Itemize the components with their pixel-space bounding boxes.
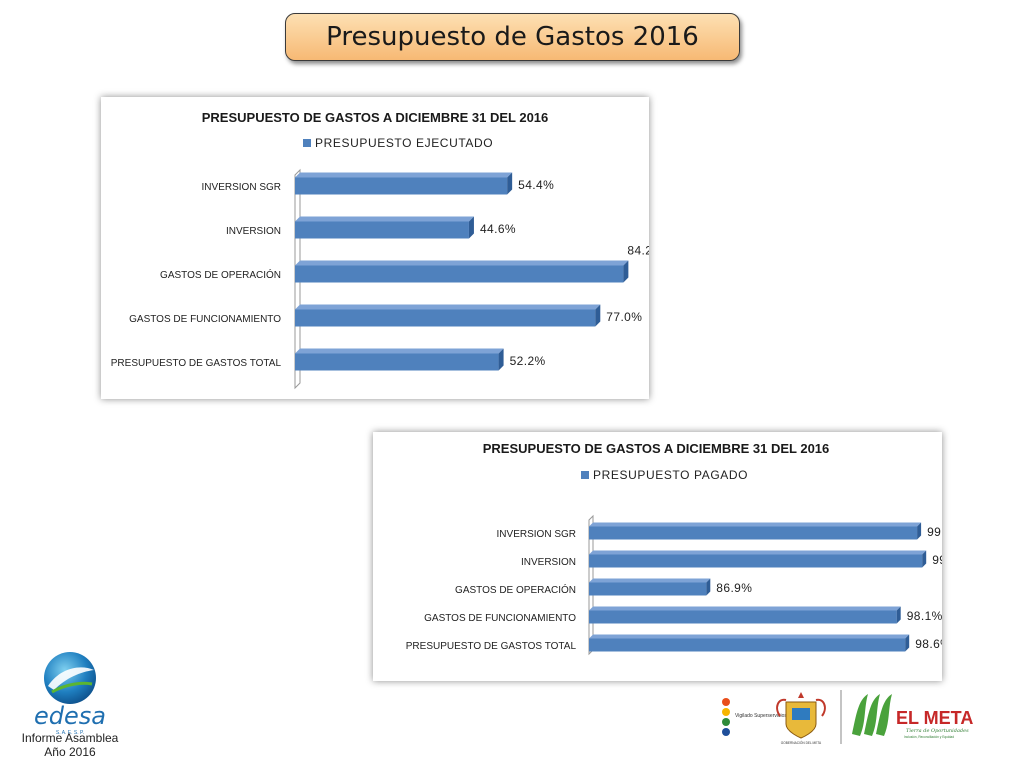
chart-panel-ejecutado: PRESUPUESTO DE GASTOS A DICIEMBRE 31 DEL… xyxy=(101,97,649,399)
chart-title: PRESUPUESTO DE GASTOS A DICIEMBRE 31 DEL… xyxy=(202,110,549,125)
chart-panel-pagado: PRESUPUESTO DE GASTOS A DICIEMBRE 31 DEL… xyxy=(373,432,942,681)
bar-gastos-de-operacion xyxy=(589,582,707,596)
data-label-presupuesto-de-gastos-total: 52.2% xyxy=(510,354,546,368)
legend-swatch xyxy=(581,471,589,479)
category-label-gastos-de-funcionamiento: GASTOS DE FUNCIONAMIENTO xyxy=(424,613,576,624)
data-label-inversion-sgr: 99.3% xyxy=(927,525,942,539)
vigilado-logo: Vigilado Superservicios xyxy=(722,698,787,736)
category-label-inversion-sgr: INVERSION SGR xyxy=(497,529,576,540)
data-label-gastos-de-funcionamiento: 77.0% xyxy=(606,310,642,324)
bar-end-inversion xyxy=(468,216,474,239)
bar-presupuesto-de-gastos-total xyxy=(589,638,906,652)
edesa-logo: edesa S. A. E. S. P. Informe Asamblea Añ… xyxy=(14,650,126,760)
edesa-logo-icon: edesa xyxy=(34,652,106,730)
vigilado-text: Vigilado Superservicios xyxy=(735,713,787,719)
gobernacion-seal: GOBERNACIÓN DEL META xyxy=(776,692,826,745)
data-label-gastos-de-operacion: 84.2% xyxy=(627,244,649,258)
logo-caption-line1: Informe Asamblea xyxy=(21,731,119,745)
chart-presupuesto-ejecutado: PRESUPUESTO DE GASTOS A DICIEMBRE 31 DEL… xyxy=(111,110,649,390)
el-meta-sub: Inclusión, Reconciliación y Equidad xyxy=(904,735,954,739)
bar-end-gastos-de-funcionamiento xyxy=(896,606,901,624)
data-label-inversion: 99.6% xyxy=(932,553,942,567)
el-meta-logo: EL META Tierra de Oportunidades Inclusió… xyxy=(852,694,973,739)
bar-top-inversion xyxy=(295,216,474,222)
bar-end-inversion-sgr xyxy=(507,172,513,195)
bar-top-inversion-sgr xyxy=(295,172,513,178)
bar-top-gastos-de-operacion xyxy=(295,260,629,266)
category-label-gastos-de-operacion: GASTOS DE OPERACIÓN xyxy=(160,268,281,281)
chart-presupuesto-pagado: PRESUPUESTO DE GASTOS A DICIEMBRE 31 DEL… xyxy=(406,441,942,656)
bar-end-presupuesto-de-gastos-total xyxy=(905,634,910,652)
bar-end-gastos-de-operacion xyxy=(623,260,629,283)
category-label-inversion: INVERSION xyxy=(521,557,576,568)
data-label-inversion: 44.6% xyxy=(480,222,516,236)
edesa-tagline: S. A. E. S. P. xyxy=(55,730,85,736)
bar-gastos-de-operacion xyxy=(295,265,624,283)
el-meta-slogan: Tierra de Oportunidades xyxy=(906,728,969,734)
edesa-brand-text: edesa xyxy=(34,702,106,730)
category-label-presupuesto-de-gastos-total: PRESUPUESTO DE GASTOS TOTAL xyxy=(111,358,282,369)
bar-inversion xyxy=(589,554,923,568)
slide-title: Presupuesto de Gastos 2016 xyxy=(326,22,699,52)
category-label-inversion-sgr: INVERSION SGR xyxy=(202,182,281,193)
data-label-gastos-de-funcionamiento: 98.1% xyxy=(907,609,942,623)
bar-top-gastos-de-operacion xyxy=(589,578,711,583)
category-label-inversion: INVERSION xyxy=(226,226,281,237)
slide-title-box: Presupuesto de Gastos 2016 xyxy=(285,13,740,61)
bar-inversion xyxy=(295,221,469,239)
gobernacion-text: GOBERNACIÓN DEL META xyxy=(781,740,822,745)
bar-top-inversion-sgr xyxy=(589,522,922,527)
el-meta-text: EL META xyxy=(896,708,973,728)
legend-swatch xyxy=(303,139,311,147)
bar-top-presupuesto-de-gastos-total xyxy=(295,348,504,354)
chart-title: PRESUPUESTO DE GASTOS A DICIEMBRE 31 DEL… xyxy=(483,441,830,456)
bar-end-gastos-de-funcionamiento xyxy=(595,304,601,327)
bar-inversion-sgr xyxy=(589,526,918,540)
bar-presupuesto-de-gastos-total xyxy=(295,353,499,371)
bar-end-presupuesto-de-gastos-total xyxy=(498,348,504,371)
category-label-presupuesto-de-gastos-total: PRESUPUESTO DE GASTOS TOTAL xyxy=(406,641,577,652)
bar-top-presupuesto-de-gastos-total xyxy=(589,634,910,639)
legend-label: PRESUPUESTO PAGADO xyxy=(593,468,748,482)
bar-inversion-sgr xyxy=(295,177,508,195)
bar-top-gastos-de-funcionamiento xyxy=(295,304,601,310)
category-label-gastos-de-funcionamiento: GASTOS DE FUNCIONAMIENTO xyxy=(129,314,281,325)
bar-end-gastos-de-operacion xyxy=(706,578,711,596)
category-label-gastos-de-operacion: GASTOS DE OPERACIÓN xyxy=(455,583,576,596)
data-label-gastos-de-operacion: 86.9% xyxy=(716,581,752,595)
bar-top-inversion xyxy=(589,550,927,555)
bar-end-inversion xyxy=(922,550,927,568)
data-label-presupuesto-de-gastos-total: 98.6% xyxy=(915,637,942,651)
bar-end-inversion-sgr xyxy=(917,522,922,540)
footer-logos: Vigilado Superservicios GOBERNACIÓN DEL … xyxy=(722,690,973,745)
bar-top-gastos-de-funcionamiento xyxy=(589,606,901,611)
bar-gastos-de-funcionamiento xyxy=(589,610,897,624)
logo-caption-line2: Año 2016 xyxy=(44,745,96,759)
data-label-inversion-sgr: 54.4% xyxy=(518,178,554,192)
legend-label: PRESUPUESTO EJECUTADO xyxy=(315,136,493,150)
bar-gastos-de-funcionamiento xyxy=(295,309,596,327)
